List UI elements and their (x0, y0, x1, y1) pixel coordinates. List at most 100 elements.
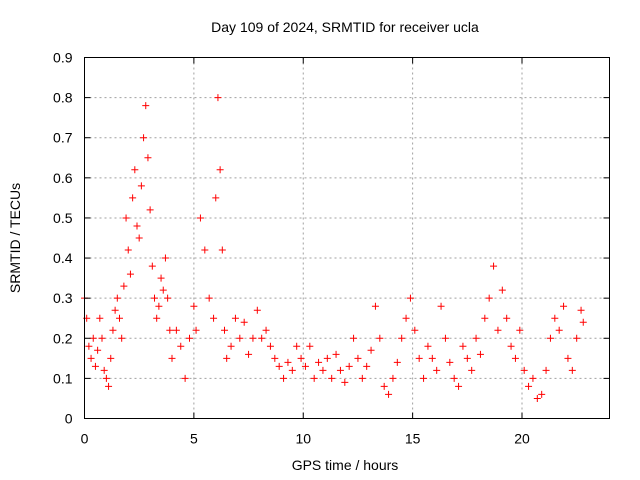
data-point (358, 374, 366, 382)
data-point (151, 294, 158, 302)
data-point (568, 366, 576, 374)
data-point (428, 354, 436, 362)
data-point (107, 354, 115, 362)
axis-ticks: 0 0.1 0.2 0.3 0.4 0.5 0.6 0.7 0.8 0.9 0 5 10 15 20 (53, 50, 610, 447)
data-point (190, 302, 198, 310)
y-tick-label: 0.9 (53, 50, 73, 66)
data-point (406, 294, 414, 302)
data-point (371, 302, 379, 310)
data-point (546, 334, 554, 342)
x-tick-label: 10 (295, 431, 311, 447)
data-point (533, 394, 541, 402)
data-point (485, 294, 493, 302)
data-point (137, 182, 145, 190)
data-point (301, 362, 309, 370)
data-point (297, 354, 305, 362)
data-point (380, 382, 388, 390)
data-point (262, 326, 270, 334)
data-point (389, 374, 397, 382)
data-point (455, 382, 463, 390)
data-point (157, 274, 165, 282)
data-point (131, 166, 139, 174)
data-point (144, 154, 152, 162)
data-point (511, 354, 519, 362)
data-point (468, 366, 476, 374)
data-point (218, 246, 226, 254)
data-point (100, 366, 108, 374)
data-points (81, 94, 587, 402)
data-point (498, 286, 506, 294)
data-point (275, 362, 283, 370)
data-point (393, 358, 401, 366)
data-point (385, 390, 393, 398)
data-point (166, 326, 174, 334)
y-tick-label: 0.3 (53, 290, 73, 306)
data-point (87, 354, 95, 362)
data-point (161, 254, 169, 262)
data-point (85, 342, 93, 350)
data-point (109, 326, 117, 334)
data-point (245, 350, 253, 358)
data-point (579, 318, 587, 326)
data-point (459, 342, 467, 350)
data-point (249, 334, 257, 342)
data-point (336, 366, 344, 374)
y-axis-label: SRMTID / TECUs (7, 183, 23, 293)
data-point (577, 306, 585, 314)
data-point (223, 354, 231, 362)
data-point (328, 374, 336, 382)
data-point (192, 326, 200, 334)
y-tick-label: 0.8 (53, 90, 73, 106)
data-point (441, 334, 449, 342)
data-point (323, 354, 331, 362)
data-point (148, 262, 156, 270)
data-point (98, 334, 106, 342)
data-point (280, 374, 288, 382)
data-point (503, 314, 511, 322)
data-point (411, 326, 419, 334)
data-point (476, 350, 484, 358)
data-point (293, 342, 301, 350)
data-point (363, 362, 371, 370)
data-point (306, 342, 314, 350)
data-point (516, 326, 524, 334)
data-point (376, 334, 384, 342)
data-point (91, 362, 99, 370)
data-point (201, 246, 209, 254)
x-tick-label: 5 (190, 431, 198, 447)
y-tick-label: 0.7 (53, 130, 73, 146)
data-point (155, 302, 163, 310)
data-point (564, 354, 572, 362)
y-tick-label: 0.2 (53, 330, 73, 346)
data-point (196, 214, 204, 222)
data-point (96, 314, 104, 322)
y-tick-label: 0.1 (53, 370, 73, 386)
data-point (354, 354, 362, 362)
data-point (253, 306, 261, 314)
data-point (350, 334, 358, 342)
x-tick-label: 15 (405, 431, 421, 447)
data-point (177, 342, 185, 350)
data-point (89, 334, 97, 342)
data-point (135, 234, 143, 242)
data-point (164, 294, 172, 302)
chart-title: Day 109 of 2024, SRMTID for receiver ucl… (211, 19, 479, 35)
data-point (258, 334, 266, 342)
y-tick-label: 0.6 (53, 170, 73, 186)
data-point (122, 214, 130, 222)
data-point (345, 362, 353, 370)
data-point (227, 342, 235, 350)
data-point (116, 314, 123, 322)
y-tick-label: 0.5 (53, 210, 73, 226)
data-point (415, 354, 423, 362)
data-point (129, 194, 137, 202)
data-point (205, 294, 213, 302)
data-point (181, 374, 189, 382)
data-point (216, 166, 224, 174)
data-point (463, 354, 471, 362)
data-point (146, 206, 154, 214)
data-point (102, 374, 110, 382)
data-point (111, 306, 119, 314)
data-point (310, 374, 318, 382)
